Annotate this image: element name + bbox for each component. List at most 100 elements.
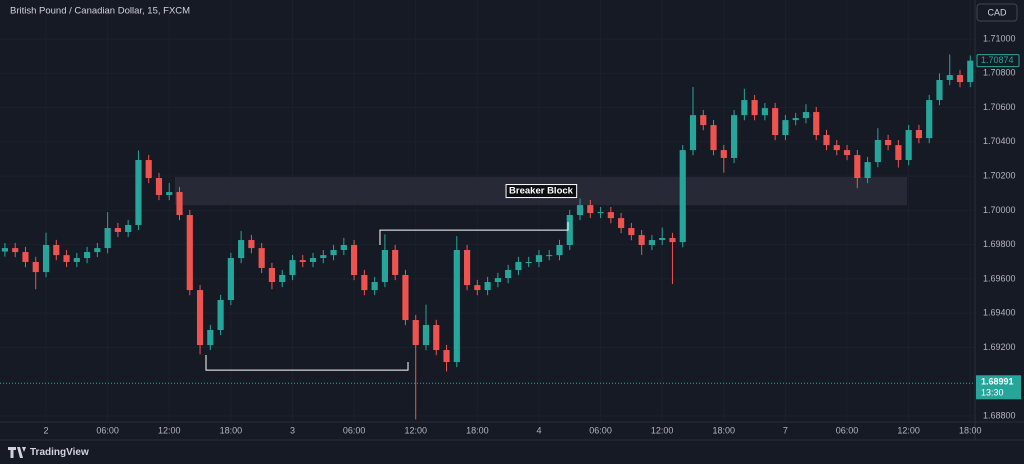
candle-body — [730, 115, 738, 158]
candle-body — [248, 240, 255, 249]
candle-body — [217, 300, 224, 330]
candle-body — [12, 248, 19, 253]
candle-body — [422, 325, 430, 346]
candle-body — [946, 75, 953, 81]
candle-body — [84, 252, 91, 259]
chart-title: British Pound / Canadian Dollar, 15, FXC… — [10, 6, 190, 17]
candle-body — [710, 125, 717, 151]
candle-body — [340, 245, 347, 250]
candle-body — [196, 290, 204, 346]
x-tick-label: 12:00 — [651, 425, 674, 435]
x-tick-label: 12:00 — [404, 425, 427, 435]
candle-body — [114, 228, 121, 232]
candle-body — [679, 150, 686, 243]
candle-body — [638, 235, 645, 246]
candle-body — [833, 145, 840, 151]
candle-body — [125, 224, 132, 232]
candle-body — [597, 212, 604, 214]
currency-label[interactable]: CAD — [987, 7, 1007, 17]
y-tick-label: 1.70800 — [983, 68, 1016, 78]
candle-body — [279, 274, 286, 283]
candle-body — [32, 261, 39, 273]
candle-body — [556, 245, 563, 256]
zone-label: Breaker Block — [509, 186, 574, 197]
candle-body — [207, 329, 214, 346]
y-tick-label: 1.71000 — [983, 33, 1016, 43]
candle-body — [648, 240, 655, 246]
candle-body — [607, 212, 614, 219]
candle-body — [474, 285, 481, 291]
candle-body — [915, 130, 923, 139]
candle-body — [166, 192, 173, 195]
y-tick-label: 1.68800 — [983, 410, 1016, 420]
candle-body — [299, 260, 306, 262]
candle-body — [700, 115, 707, 126]
candle-body — [515, 261, 522, 271]
candle-body — [53, 245, 60, 256]
candle-body — [823, 135, 830, 146]
candle-body — [1, 248, 9, 252]
candle-body — [761, 108, 768, 116]
candle-body — [926, 100, 933, 139]
candle-body — [587, 205, 594, 213]
candle-body — [42, 245, 50, 273]
x-tick-label: 18:00 — [466, 425, 489, 435]
candle-body — [155, 178, 163, 195]
candle-body — [135, 160, 142, 225]
x-tick-label: 2 — [44, 425, 49, 435]
candle-body — [351, 245, 358, 275]
candle-body — [433, 325, 440, 351]
currency-button[interactable] — [976, 3, 1018, 22]
candle-body — [813, 112, 820, 136]
candle-body — [659, 237, 666, 241]
x-tick-label: 06:00 — [343, 425, 366, 435]
candle-body — [104, 228, 111, 249]
brand-logo[interactable] — [8, 447, 26, 458]
price-marker-value: 1.68991 — [981, 377, 1014, 387]
brand-name[interactable]: TradingView — [30, 447, 89, 458]
candle-body — [546, 255, 553, 257]
price-marker — [976, 375, 1021, 400]
grid — [0, 0, 975, 422]
candle-body — [402, 274, 409, 321]
x-tick-label: 18:00 — [959, 425, 982, 435]
x-tick-label: 3 — [290, 425, 295, 435]
candle-body — [802, 112, 810, 119]
candle-body — [238, 240, 245, 259]
candle-body — [618, 218, 625, 229]
candle-body — [227, 258, 234, 301]
x-tick-label: 12:00 — [897, 425, 920, 435]
candle-body — [63, 255, 70, 262]
y-tick-label: 1.69600 — [983, 273, 1016, 283]
candle-body — [289, 260, 296, 275]
x-tick-label: 12:00 — [158, 425, 181, 435]
candle-body — [484, 282, 491, 291]
candle-body — [689, 115, 697, 151]
candle-body — [505, 270, 512, 279]
x-tick-label: 18:00 — [713, 425, 736, 435]
candle-body — [792, 118, 799, 121]
y-tick-label: 1.70000 — [983, 205, 1016, 215]
x-tick-label: 18:00 — [220, 425, 243, 435]
x-tick-label: 06:00 — [96, 425, 119, 435]
zone-label-box — [505, 184, 578, 199]
candle-body — [751, 100, 758, 116]
candle-body — [309, 258, 317, 262]
candle-body — [371, 282, 378, 291]
candle-body — [720, 150, 727, 158]
candle-body — [443, 350, 450, 363]
candle-body — [73, 258, 80, 262]
candle-body — [268, 267, 276, 283]
candle-body — [176, 192, 183, 216]
candle-body — [905, 130, 912, 161]
x-tick-label: 06:00 — [589, 425, 612, 435]
candle-body — [361, 274, 368, 291]
candle-body — [94, 248, 101, 253]
candle-body — [463, 249, 471, 286]
candle-body — [330, 249, 337, 256]
x-tick-label: 4 — [536, 425, 541, 435]
annotation-line — [379, 222, 569, 246]
